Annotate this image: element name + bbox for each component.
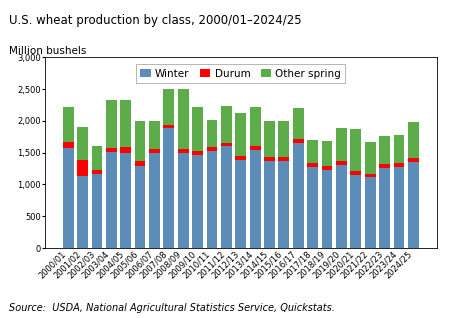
Bar (379, 136, 390, 164)
Bar (135, 166, 145, 248)
Bar (408, 158, 418, 162)
Bar (394, 163, 404, 167)
Bar (322, 141, 333, 166)
Bar (293, 143, 304, 248)
Bar (235, 160, 246, 248)
Bar (192, 107, 203, 151)
Bar (120, 100, 131, 147)
Bar (293, 139, 304, 143)
Bar (149, 149, 160, 153)
Bar (178, 153, 189, 248)
Bar (221, 146, 232, 248)
Bar (379, 164, 390, 168)
Bar (379, 168, 390, 248)
Bar (336, 161, 347, 165)
Text: Million bushels: Million bushels (9, 46, 86, 56)
Bar (235, 156, 246, 160)
Bar (192, 151, 203, 155)
Bar (91, 170, 102, 174)
Bar (264, 157, 275, 161)
Bar (293, 108, 304, 139)
Bar (149, 153, 160, 248)
Bar (307, 163, 318, 167)
Bar (322, 166, 333, 170)
Bar (394, 167, 404, 248)
Bar (120, 147, 131, 153)
Bar (336, 165, 347, 248)
Text: U.S. wheat production by class, 2000/01–2024/25: U.S. wheat production by class, 2000/01–… (9, 14, 302, 27)
Bar (178, 89, 189, 149)
Bar (63, 107, 74, 142)
Bar (264, 121, 275, 157)
Bar (135, 161, 145, 166)
Bar (394, 135, 404, 163)
Bar (163, 128, 174, 248)
Bar (178, 149, 189, 153)
Bar (207, 147, 217, 151)
Bar (77, 127, 88, 160)
Bar (163, 89, 174, 125)
Bar (106, 148, 117, 152)
Bar (135, 121, 145, 161)
Bar (91, 174, 102, 248)
Bar (163, 125, 174, 128)
Text: Source:  USDA, National Agricultural Statistics Service, Quickstats.: Source: USDA, National Agricultural Stat… (9, 303, 335, 313)
Bar (207, 120, 217, 147)
Bar (221, 143, 232, 146)
Bar (207, 151, 217, 248)
Bar (106, 100, 117, 148)
Bar (351, 129, 361, 171)
Bar (365, 177, 376, 248)
Bar (106, 152, 117, 248)
Bar (264, 161, 275, 248)
Bar (63, 148, 74, 248)
Bar (351, 171, 361, 175)
Bar (77, 176, 88, 248)
Bar (336, 128, 347, 161)
Bar (192, 155, 203, 248)
Bar (250, 146, 261, 150)
Bar (91, 146, 102, 170)
Bar (63, 142, 74, 148)
Bar (307, 140, 318, 163)
Bar (235, 113, 246, 156)
Bar (279, 121, 289, 157)
Bar (351, 175, 361, 248)
Bar (279, 161, 289, 248)
Bar (250, 107, 261, 146)
Bar (322, 170, 333, 248)
Bar (149, 121, 160, 149)
Bar (120, 153, 131, 248)
Bar (408, 162, 418, 248)
Bar (250, 150, 261, 248)
Bar (365, 174, 376, 177)
Bar (408, 122, 418, 158)
Legend: Winter, Durum, Other spring: Winter, Durum, Other spring (136, 64, 345, 83)
Bar (365, 142, 376, 174)
Bar (307, 167, 318, 248)
Bar (221, 106, 232, 143)
Bar (279, 157, 289, 161)
Bar (77, 160, 88, 176)
